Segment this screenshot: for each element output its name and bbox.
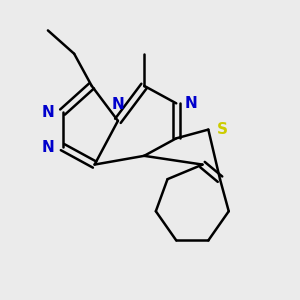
Text: N: N — [42, 140, 54, 154]
Text: S: S — [217, 122, 227, 137]
Text: N: N — [42, 105, 54, 120]
Text: N: N — [184, 96, 197, 111]
Text: N: N — [112, 97, 124, 112]
